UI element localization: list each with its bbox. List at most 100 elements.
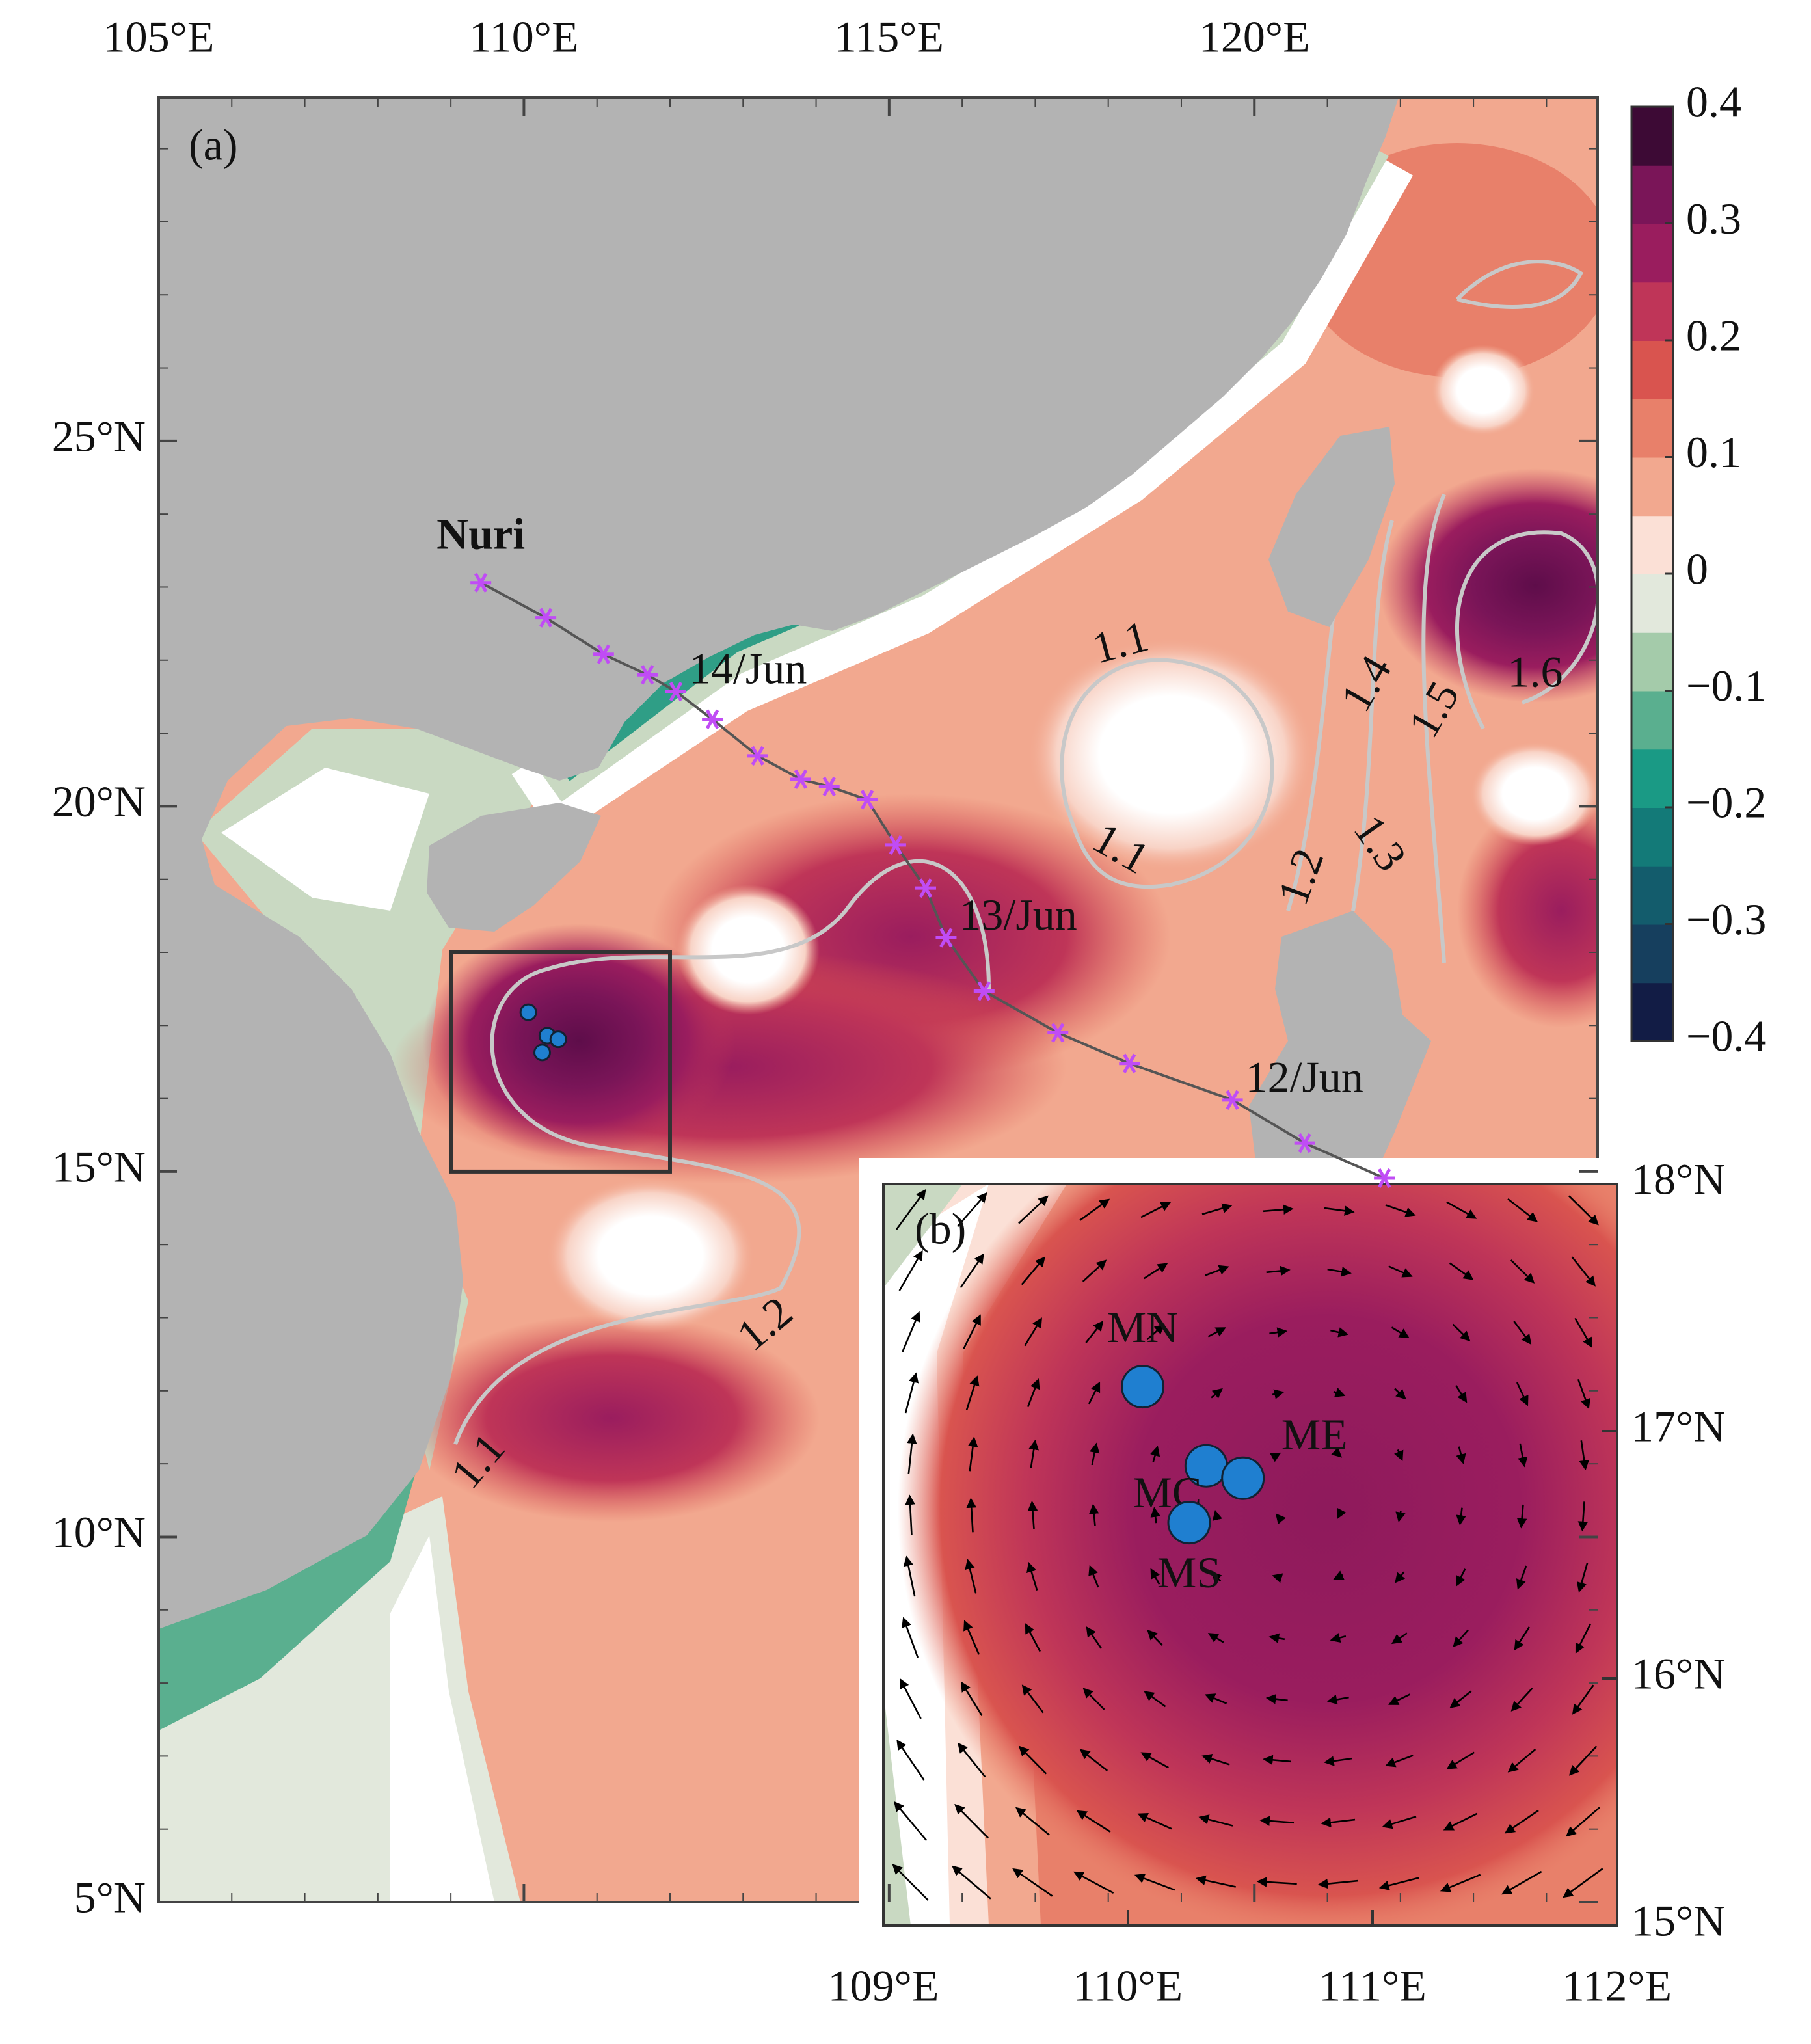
- vector: [1088, 1565, 1099, 1588]
- colorbar-segment: [1631, 982, 1673, 1042]
- typhoon-name: Nuri: [436, 509, 525, 558]
- vector: [959, 1253, 984, 1289]
- vector: [1195, 1875, 1236, 1888]
- vector: [1272, 1573, 1283, 1583]
- vector: [1205, 1693, 1227, 1704]
- vector: [1272, 1389, 1285, 1399]
- vector: [1568, 1195, 1599, 1226]
- vector: [1211, 1388, 1223, 1399]
- vector: [1198, 1814, 1233, 1827]
- colorbar-segment: [1631, 807, 1673, 867]
- colorbar-segment: [1631, 340, 1673, 399]
- track-point: [1222, 1090, 1243, 1110]
- vector: [1147, 1629, 1163, 1647]
- vector: [1514, 1626, 1530, 1651]
- asterisk-stroke: [669, 681, 683, 702]
- vector: [1079, 1749, 1108, 1771]
- vector: [1577, 1501, 1589, 1532]
- vector: [1150, 1446, 1160, 1462]
- station-label: ME: [1281, 1410, 1348, 1459]
- vector: [1456, 1446, 1466, 1464]
- asterisk-stroke: [539, 608, 553, 628]
- vector: [1393, 1449, 1404, 1461]
- colorbar-tick-label: −0.1: [1686, 661, 1766, 710]
- vector: [1391, 1326, 1410, 1338]
- vector: [1265, 1693, 1288, 1704]
- vector: [1440, 1874, 1481, 1892]
- asterisk-stroke: [794, 769, 808, 789]
- track-point: [535, 608, 557, 628]
- panel-label: (b): [915, 1204, 966, 1254]
- vector: [1025, 1623, 1041, 1652]
- vector: [1086, 1626, 1102, 1649]
- vector: [1337, 1507, 1347, 1520]
- field-b: [883, 1184, 1617, 1926]
- vector: [1144, 1691, 1166, 1708]
- vector: [1579, 1440, 1590, 1471]
- asterisk-stroke: [919, 878, 933, 898]
- vector: [1146, 1324, 1165, 1341]
- vector: [1574, 1317, 1592, 1348]
- vector: [1333, 1388, 1346, 1397]
- asterisk-stroke: [1123, 1053, 1136, 1073]
- colorbar-segment: [1631, 223, 1673, 283]
- asterisk-stroke: [889, 835, 903, 855]
- vector: [958, 1742, 986, 1778]
- track-point: [915, 878, 936, 898]
- vector: [1391, 1632, 1408, 1645]
- vector: [1076, 1810, 1111, 1833]
- asterisk-stroke: [822, 776, 836, 797]
- date-label: 12/Jun: [1246, 1052, 1363, 1101]
- track-point: [1047, 1023, 1069, 1043]
- vector: [1211, 1571, 1222, 1583]
- vector: [1201, 1754, 1230, 1766]
- vector: [895, 1189, 926, 1230]
- contour: [1060, 658, 1274, 889]
- vector: [1324, 1205, 1355, 1216]
- vector: [1455, 1384, 1468, 1403]
- vector: [892, 1864, 929, 1901]
- vector: [1088, 1381, 1101, 1405]
- track-point: [747, 746, 768, 766]
- panel-label: (a): [189, 120, 237, 170]
- contour: [1455, 260, 1583, 309]
- blob: [677, 885, 820, 1015]
- vector: [1563, 1868, 1603, 1898]
- vector: [1575, 1623, 1592, 1654]
- vector: [1382, 1816, 1417, 1829]
- vector: [965, 1375, 980, 1410]
- track-point: [973, 981, 995, 1001]
- track-point: [1374, 1168, 1395, 1189]
- vector: [1256, 1877, 1297, 1887]
- vector: [900, 1678, 922, 1719]
- vector: [1453, 1629, 1469, 1648]
- vector: [1513, 1321, 1532, 1345]
- colorbar-segment: [1631, 282, 1673, 341]
- station-dot: [533, 1043, 551, 1062]
- vector: [1134, 1874, 1175, 1891]
- vector: [1201, 1203, 1233, 1215]
- track-point: [935, 928, 957, 948]
- blob: [898, 1184, 1617, 1926]
- colorbar-tick-label: 0.1: [1686, 427, 1741, 477]
- vector: [1021, 1256, 1045, 1285]
- track-point: [857, 790, 878, 810]
- vector: [1028, 1439, 1039, 1468]
- vector: [1576, 1562, 1589, 1593]
- track-point: [818, 776, 840, 797]
- vector: [896, 1739, 925, 1781]
- vector: [1012, 1868, 1053, 1897]
- vector: [1568, 1745, 1598, 1776]
- vector: [1027, 1500, 1038, 1529]
- asterisk-stroke: [939, 928, 953, 948]
- vector: [1207, 1327, 1226, 1338]
- colorbar-tick-label: −0.3: [1686, 894, 1766, 944]
- track-point: [665, 681, 686, 702]
- vector: [1150, 1568, 1160, 1585]
- asterisk-stroke: [597, 644, 610, 664]
- contours: [453, 260, 1598, 1446]
- vector: [1140, 1202, 1172, 1218]
- asterisk-stroke: [860, 790, 874, 810]
